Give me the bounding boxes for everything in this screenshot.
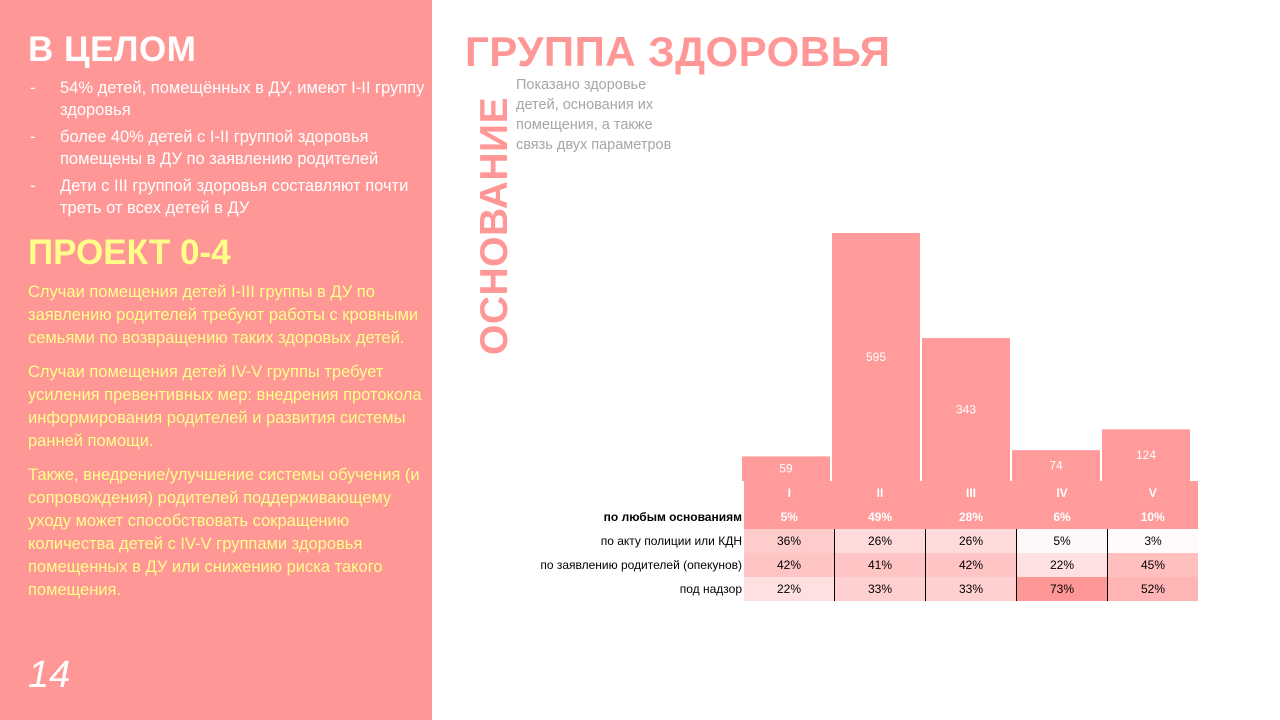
bar-value-label: 74 xyxy=(1049,459,1063,473)
summary-bullet: более 40% детей с I-II группой здоровья … xyxy=(30,126,428,170)
table-cell: 52% xyxy=(1107,577,1198,601)
chart-description: Показано здоровье детей, основания их по… xyxy=(516,77,672,153)
bar xyxy=(832,233,920,481)
row-label: под надзор xyxy=(679,582,742,596)
summary-bullet: 54% детей, помещённых в ДУ, имеют I-II г… xyxy=(30,77,428,121)
table-cell: 10% xyxy=(1107,505,1198,529)
summary-bullet: Дети с III группой здоровья составляют п… xyxy=(30,175,428,219)
table-row: под надзор 22% 33% 33% 73% 52% xyxy=(500,577,1198,601)
bar-value-label: 59 xyxy=(779,462,793,476)
project-text: Случаи помещения детей I-III группы в ДУ… xyxy=(28,281,428,613)
table-cell: 5% xyxy=(1016,529,1108,553)
table-cell: 3% xyxy=(1107,529,1198,553)
project-title-prefix: ПРОЕКТ xyxy=(28,233,180,272)
table-cell: 5% xyxy=(744,505,835,529)
summary-bullets: 54% детей, помещённых в ДУ, имеют I-II г… xyxy=(30,77,428,224)
stats-table: I II III IV V по любым основаниям 5% 49%… xyxy=(500,481,1198,601)
category-header: V xyxy=(1107,481,1198,505)
bar-value-label: 124 xyxy=(1136,448,1156,462)
table-cell: 42% xyxy=(744,553,835,577)
main-title: ГРУППА ЗДОРОВЬЯ xyxy=(465,28,891,75)
table-cell: 41% xyxy=(834,553,926,577)
project-title-number: 0-4 xyxy=(179,233,231,272)
project-title: ПРОЕКТ 0-4 xyxy=(28,233,231,273)
bar xyxy=(742,456,830,481)
row-label: по акту полиции или КДН xyxy=(600,534,742,548)
table-cell: 33% xyxy=(834,577,926,601)
table-cell: 36% xyxy=(744,529,835,553)
row-label: по заявлению родителей (опекунов) xyxy=(540,558,742,572)
table-cell: 22% xyxy=(1016,553,1108,577)
bar-value-label: 595 xyxy=(866,350,886,364)
table-cell: 26% xyxy=(925,529,1017,553)
category-header: IV xyxy=(1016,481,1108,505)
summary-title: В ЦЕЛОМ xyxy=(28,30,197,69)
table-cell: 22% xyxy=(744,577,835,601)
table-row: по любым основаниям 5% 49% 28% 6% 10% xyxy=(500,505,1198,529)
bar xyxy=(1102,429,1190,481)
category-header: II xyxy=(834,481,926,505)
table-cell: 33% xyxy=(925,577,1017,601)
bar xyxy=(922,338,1010,481)
table-cell: 28% xyxy=(925,505,1017,529)
table-cell: 42% xyxy=(925,553,1017,577)
bar-value-label: 343 xyxy=(956,403,976,417)
table-cell: 73% xyxy=(1016,577,1108,601)
project-paragraph: Случаи помещения детей IV-V группы требу… xyxy=(28,363,422,450)
table-row: по заявлению родителей (опекунов) 42% 41… xyxy=(500,553,1198,577)
table-cell: 45% xyxy=(1107,553,1198,577)
category-header: I xyxy=(744,481,835,505)
bar xyxy=(1012,450,1100,481)
table-cell: 49% xyxy=(834,505,926,529)
left-panel: В ЦЕЛОМ 54% детей, помещённых в ДУ, имею… xyxy=(0,0,432,720)
table-header-row: I II III IV V xyxy=(500,481,1198,505)
table-cell: 26% xyxy=(834,529,926,553)
row-label: по любым основаниям xyxy=(603,510,742,524)
category-header: III xyxy=(925,481,1017,505)
project-paragraph: Также, внедрение/улучшение системы обуче… xyxy=(28,466,420,599)
project-paragraph: Случаи помещения детей I-III группы в ДУ… xyxy=(28,283,419,347)
table-row: по акту полиции или КДН 36% 26% 26% 5% 3… xyxy=(500,529,1198,553)
table-cell: 6% xyxy=(1016,505,1108,529)
page-number: 14 xyxy=(28,654,71,696)
